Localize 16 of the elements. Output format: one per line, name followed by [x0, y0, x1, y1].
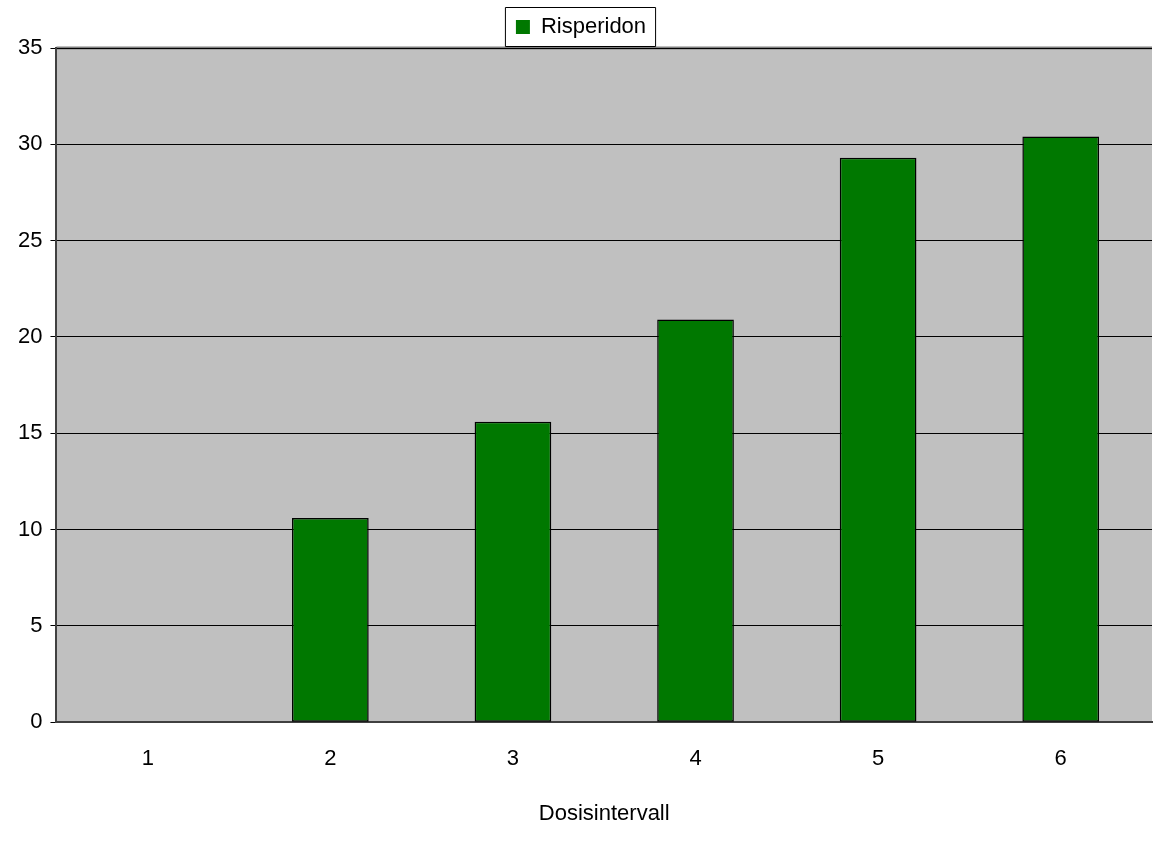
x-tick-label: 5	[871, 745, 885, 771]
x-tick-label: 3	[506, 745, 520, 771]
legend-label: Risperidon	[540, 13, 647, 39]
x-tick-label: 2	[324, 745, 337, 771]
y-tick-label: 25	[17, 226, 43, 252]
y-tick-label: 20	[17, 323, 43, 349]
y-tick-label: 30	[17, 130, 43, 156]
y-tick-label: 15	[17, 419, 43, 445]
x-tick-label: 4	[689, 745, 702, 771]
x-tick-label: 6	[1054, 745, 1067, 771]
y-tick-label: 5	[30, 611, 43, 637]
y-tick-label: 35	[17, 34, 43, 60]
x-axis-title: Dosisintervall	[538, 799, 670, 825]
y-tick-label: 10	[17, 515, 43, 541]
y-tick-label: 0	[30, 708, 43, 734]
x-tick-label: 1	[141, 745, 154, 771]
